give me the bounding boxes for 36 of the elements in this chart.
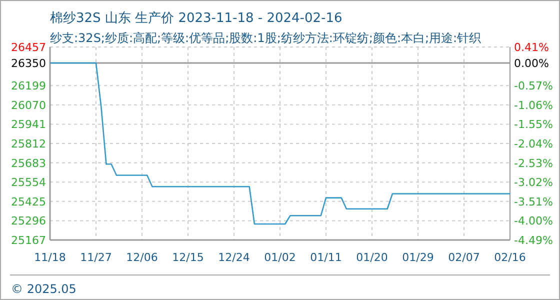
- ytick: 25941: [11, 118, 46, 132]
- ytick: 25167: [11, 234, 46, 247]
- xtick: 11/27: [80, 251, 112, 264]
- ytick: 26350: [11, 57, 46, 70]
- xtick: 01/29: [402, 251, 434, 264]
- annotation: © 2025.05: [11, 282, 76, 296]
- xtick: 02/16: [494, 251, 526, 264]
- y2tick: -1.55%: [514, 118, 553, 132]
- ytick: 25296: [11, 214, 46, 228]
- y2tick: -4.49%: [514, 234, 553, 247]
- ytick: 26070: [11, 98, 46, 112]
- title: 棉纱32S 山东 生产价 2023-11-18 - 2024-02-16: [50, 11, 342, 26]
- xtick: 01/11: [310, 251, 342, 264]
- y2tick: 0.41%: [514, 41, 549, 54]
- xtick: 01/02: [264, 251, 296, 264]
- xtick: 12/15: [172, 251, 204, 264]
- xtick: 01/20: [356, 251, 388, 264]
- xtick: 02/07: [448, 251, 480, 264]
- y2tick: 0.00%: [514, 57, 549, 70]
- ytick: 25683: [11, 156, 46, 170]
- y2tick: -0.57%: [514, 80, 553, 93]
- y2tick: -3.02%: [514, 176, 553, 190]
- xtick: 12/06: [126, 251, 158, 264]
- xtick: 11/18: [34, 251, 66, 264]
- y2tick: -3.51%: [514, 195, 553, 208]
- xtick: 12/24: [218, 251, 250, 264]
- ytick: 25554: [11, 176, 46, 190]
- subtitle: 纱支:32S;纱质:高配;等级:优等品;股数:1股;纺纱方法:环锭纺;颜色:本白;用途:针织: [50, 31, 482, 45]
- y2tick: -2.04%: [514, 138, 553, 150]
- y2tick: -1.06%: [514, 98, 553, 112]
- ytick: 25425: [11, 195, 46, 208]
- y2tick: -2.53%: [514, 156, 553, 170]
- ytick: 26457: [11, 41, 46, 54]
- ytick: 25812: [11, 138, 46, 150]
- ytick: 26199: [11, 80, 46, 93]
- y2tick: -4.00%: [514, 214, 553, 228]
